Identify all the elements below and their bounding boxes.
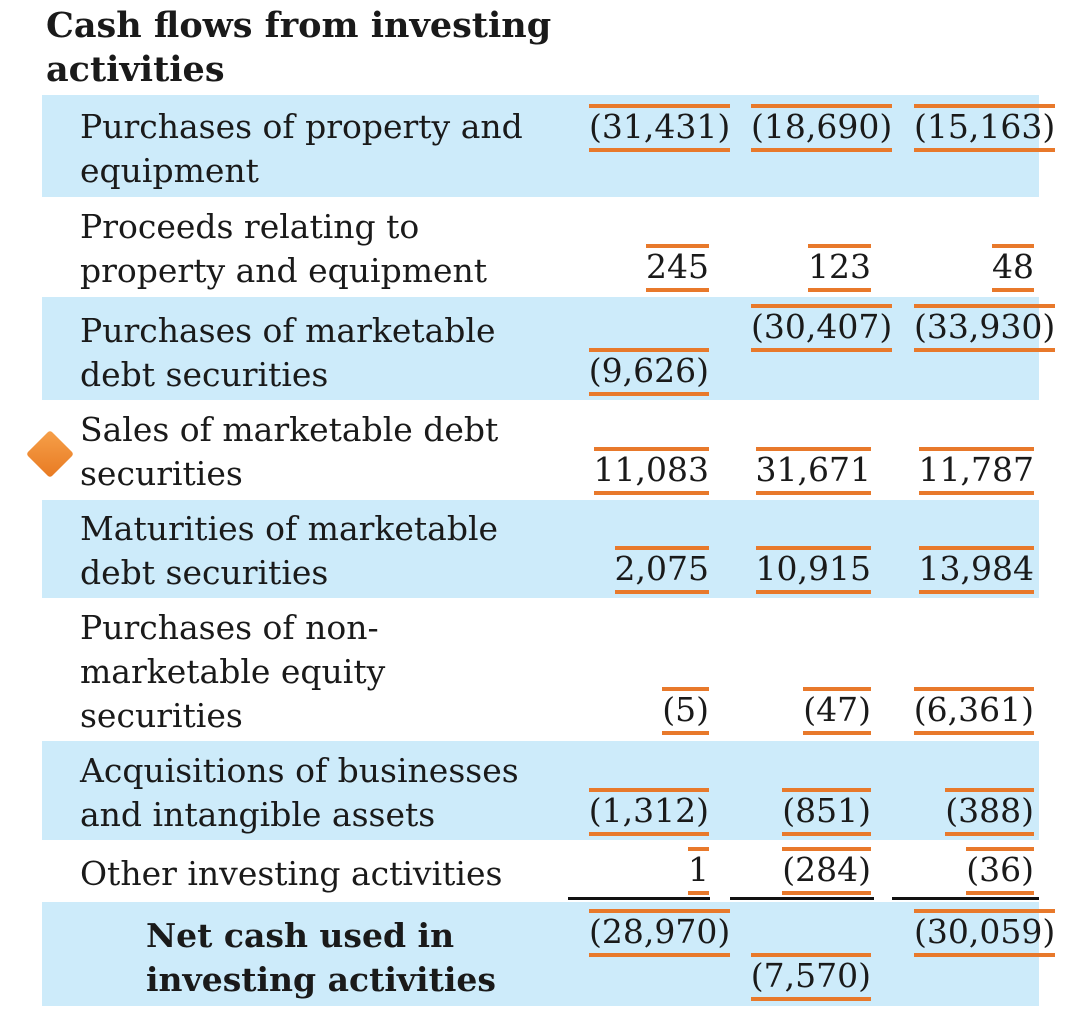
value-col-3: (36) xyxy=(966,847,1034,895)
total-label: Net cash used in investing activities xyxy=(146,916,496,999)
value-col-3: 13,984 xyxy=(918,546,1035,594)
value-col-1: (9,626) xyxy=(588,348,710,396)
value-text: 11,787 xyxy=(918,447,1035,495)
row-label: Purchases of marketable debt securities xyxy=(80,311,496,394)
total-rule-col-3 xyxy=(892,897,1039,900)
value-col-2: 123 xyxy=(808,244,871,292)
table-row-total: Net cash used in investing activities (2… xyxy=(42,902,1056,1006)
table-row: Maturities of marketable debt securities… xyxy=(42,500,1039,598)
value-text: 1 xyxy=(688,847,709,895)
section-title: Cash flows from investing activities xyxy=(46,5,552,90)
value-col-2: 10,915 xyxy=(755,546,872,594)
value-text: (33,930) xyxy=(914,304,1056,352)
table-row: Proceeds relating to property and equipm… xyxy=(42,197,1039,297)
value-col-2: (7,570) xyxy=(750,953,872,1001)
row-label: Acquisitions of businesses and intangibl… xyxy=(80,751,519,834)
value-text: 2,075 xyxy=(614,546,710,594)
total-rule-col-2 xyxy=(730,897,874,900)
table-row: Purchases of marketable debt securities … xyxy=(42,297,1056,400)
value-col-2: 31,671 xyxy=(755,447,872,495)
value-col-2: (18,690) xyxy=(751,104,893,152)
value-col-2: (47) xyxy=(803,687,871,735)
value-text: (47) xyxy=(803,687,871,735)
value-text: 245 xyxy=(646,244,709,292)
value-text: (1,312) xyxy=(588,788,710,836)
value-col-3: (15,163) xyxy=(914,104,1056,152)
value-col-1: (31,431) xyxy=(589,104,731,152)
table-row: Sales of marketable debt securities 11,0… xyxy=(42,400,1039,500)
value-col-3: (388) xyxy=(945,788,1034,836)
value-text: 31,671 xyxy=(755,447,872,495)
value-text: (851) xyxy=(782,788,871,836)
value-col-1: (5) xyxy=(662,687,709,735)
table-row: Acquisitions of businesses and intangibl… xyxy=(42,741,1039,840)
value-col-1: 11,083 xyxy=(593,447,710,495)
value-col-2: (284) xyxy=(782,847,871,895)
value-text: (5) xyxy=(662,687,709,735)
value-text: (9,626) xyxy=(588,348,710,396)
value-col-3: 48 xyxy=(992,244,1034,292)
value-text: 11,083 xyxy=(593,447,710,495)
value-text: (7,570) xyxy=(750,953,872,1001)
value-text: (31,431) xyxy=(589,104,731,152)
value-text: (388) xyxy=(945,788,1034,836)
table-row: Other investing activities 1 (284) (36) xyxy=(42,840,1039,901)
table-row: Purchases of property and equipment (31,… xyxy=(42,95,1056,197)
value-text: (284) xyxy=(782,847,871,895)
value-text: 123 xyxy=(808,244,871,292)
value-col-3: 11,787 xyxy=(918,447,1035,495)
value-text: (15,163) xyxy=(914,104,1056,152)
value-text: (28,970) xyxy=(589,909,731,957)
value-col-2: (851) xyxy=(782,788,871,836)
value-text: (6,361) xyxy=(913,687,1035,735)
value-col-1: 245 xyxy=(646,244,709,292)
value-col-3: (33,930) xyxy=(914,304,1056,352)
value-text: 48 xyxy=(992,244,1034,292)
value-col-3: (30,059) xyxy=(914,909,1056,957)
row-label: Purchases of property and equipment xyxy=(80,107,523,190)
value-text: (18,690) xyxy=(751,104,893,152)
row-label: Proceeds relating to property and equipm… xyxy=(80,207,488,290)
value-col-1: (28,970) xyxy=(589,909,731,957)
value-text: (30,059) xyxy=(914,909,1056,957)
table-row: Purchases of non-marketable equity secur… xyxy=(42,598,1039,741)
value-text: (30,407) xyxy=(751,304,893,352)
row-label: Purchases of non-marketable equity secur… xyxy=(80,608,386,735)
row-label: Maturities of marketable debt securities xyxy=(80,509,499,592)
row-label: Other investing activities xyxy=(80,854,503,893)
row-label: Sales of marketable debt securities xyxy=(80,410,499,493)
value-col-1: 1 xyxy=(688,847,709,895)
value-text: 10,915 xyxy=(755,546,872,594)
value-col-1: (1,312) xyxy=(588,788,710,836)
value-col-2: (30,407) xyxy=(751,304,893,352)
value-text: (36) xyxy=(966,847,1034,895)
total-rule-col-1 xyxy=(568,897,710,900)
value-text: 13,984 xyxy=(918,546,1035,594)
value-col-3: (6,361) xyxy=(913,687,1035,735)
value-col-1: 2,075 xyxy=(614,546,710,594)
